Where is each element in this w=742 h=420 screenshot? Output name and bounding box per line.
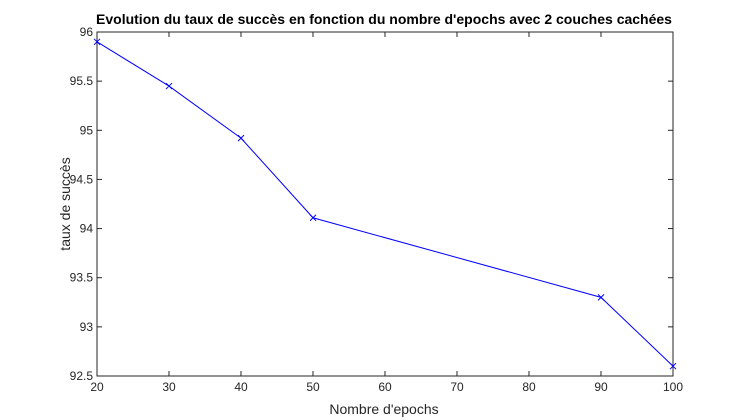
data-point-marker bbox=[237, 134, 245, 142]
y-tick-label: 93 bbox=[80, 320, 94, 334]
x-tick-label: 100 bbox=[663, 380, 683, 394]
y-axis: 92.5 93 93.5 94 94.5 95 95.5 96 bbox=[70, 25, 673, 383]
x-tick-label: 80 bbox=[522, 380, 536, 394]
data-point-marker bbox=[165, 82, 173, 90]
series-line bbox=[96, 41, 674, 367]
x-tick-label: 70 bbox=[450, 380, 464, 394]
x-tick-label: 60 bbox=[378, 380, 392, 394]
x-tick-label: 30 bbox=[162, 380, 176, 394]
plot-area bbox=[96, 31, 674, 377]
y-tick-label: 95.5 bbox=[70, 74, 94, 88]
data-point-marker bbox=[93, 38, 101, 46]
x-axis-label: Nombre d'epochs bbox=[329, 401, 438, 417]
x-tick-label: 50 bbox=[306, 380, 320, 394]
chart-title: Evolution du taux de succès en fonction … bbox=[96, 11, 672, 27]
y-tick-label: 96 bbox=[80, 25, 94, 39]
x-tick-label: 90 bbox=[594, 380, 608, 394]
x-tick-label: 20 bbox=[90, 380, 104, 394]
data-point-marker bbox=[669, 362, 677, 370]
x-axis: 20 30 40 50 60 70 80 90 100 bbox=[90, 32, 683, 394]
y-tick-label: 94 bbox=[80, 222, 94, 236]
x-tick-label: 40 bbox=[234, 380, 248, 394]
y-tick-label: 95 bbox=[80, 123, 94, 137]
y-tick-label: 92.5 bbox=[70, 369, 94, 383]
y-axis-label: taux de succès bbox=[57, 157, 73, 250]
y-tick-label: 94.5 bbox=[70, 172, 94, 186]
data-point-marker bbox=[309, 214, 317, 222]
series-layer bbox=[93, 38, 677, 370]
data-point-marker bbox=[597, 294, 605, 301]
y-tick-label: 93.5 bbox=[70, 271, 94, 285]
